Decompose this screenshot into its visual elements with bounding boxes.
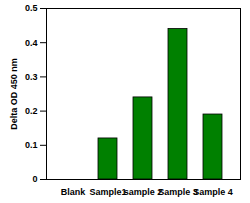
- svg-text:0: 0: [32, 174, 37, 184]
- svg-text:0.5: 0.5: [25, 3, 38, 13]
- svg-text:Delta OD 450 nm: Delta OD 450 nm: [9, 58, 19, 130]
- svg-text:Sample 4: Sample 4: [193, 187, 233, 197]
- svg-text:sample 2: sample 2: [124, 187, 163, 197]
- svg-text:0.2: 0.2: [25, 106, 38, 116]
- svg-text:0.1: 0.1: [25, 140, 38, 150]
- svg-text:Sample 3: Sample 3: [158, 187, 198, 197]
- svg-text:0.4: 0.4: [25, 38, 38, 48]
- svg-text:Sample1: Sample1: [89, 187, 126, 197]
- svg-text:Blank: Blank: [61, 187, 87, 197]
- svg-text:0.3: 0.3: [25, 72, 38, 82]
